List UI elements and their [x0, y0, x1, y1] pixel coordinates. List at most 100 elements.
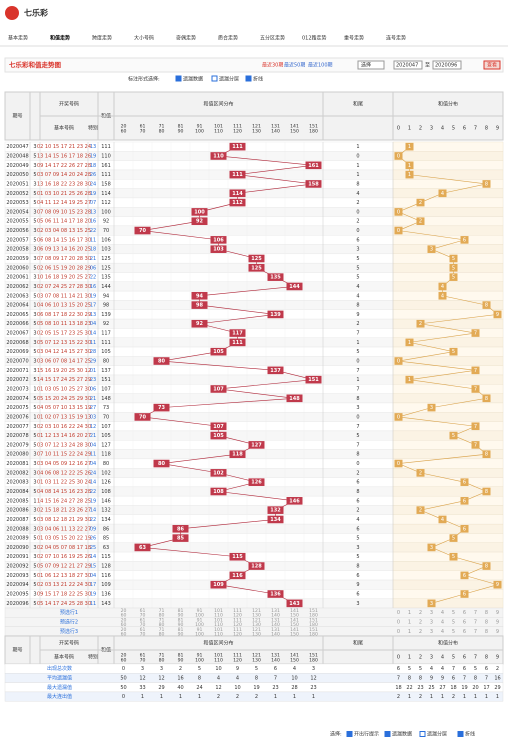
bin-option[interactable]: 60	[121, 622, 127, 628]
bin-option[interactable]: 61	[140, 627, 146, 633]
checkbox[interactable]	[346, 731, 353, 737]
bin-option[interactable]: 80	[159, 613, 165, 619]
bin-option[interactable]: 140	[271, 631, 280, 637]
bin-option[interactable]: 131	[271, 608, 280, 614]
digit-option[interactable]: 5	[452, 610, 455, 616]
bin-option[interactable]: 130	[252, 631, 261, 637]
digit-option[interactable]: 5	[452, 629, 455, 635]
checkbox[interactable]	[211, 75, 218, 82]
bin-option[interactable]: 110	[214, 622, 223, 628]
digit-option[interactable]: 1	[408, 610, 411, 616]
digit-option[interactable]: 3	[430, 629, 433, 635]
checkbox[interactable]	[245, 75, 252, 82]
bin-option[interactable]: 71	[159, 608, 165, 614]
nav-tab[interactable]: 和值走势	[49, 35, 70, 42]
digit-option[interactable]: 8	[485, 619, 488, 625]
digit-option[interactable]: 1	[408, 629, 411, 635]
bin-option[interactable]: 180	[309, 631, 318, 637]
nav-tab[interactable]: 五分区走势	[260, 35, 285, 42]
bin-option[interactable]: 90	[178, 613, 184, 619]
bin-option[interactable]: 130	[252, 613, 261, 619]
bin-option[interactable]: 70	[140, 613, 146, 619]
from-input[interactable]	[393, 60, 423, 70]
bin-option[interactable]: 141	[290, 627, 299, 633]
nav-tab[interactable]: 跨度走势	[92, 35, 112, 42]
bin-option[interactable]: 101	[214, 627, 223, 633]
bin-option[interactable]: 120	[233, 613, 242, 619]
nav-tab[interactable]: 连号走势	[386, 35, 406, 42]
digit-option[interactable]: 6	[463, 619, 466, 625]
bin-option[interactable]: 151	[309, 608, 318, 614]
digit-option[interactable]: 9	[496, 610, 499, 616]
digit-option[interactable]: 9	[496, 629, 499, 635]
checkbox[interactable]	[457, 731, 464, 737]
digit-option[interactable]: 8	[485, 610, 488, 616]
bin-option[interactable]: 140	[271, 613, 280, 619]
bin-option[interactable]: 110	[214, 631, 223, 637]
bin-option[interactable]: 91	[197, 627, 203, 633]
bin-option[interactable]: 121	[252, 617, 261, 623]
bin-option[interactable]: 131	[271, 627, 280, 633]
bin-option[interactable]: 121	[252, 627, 261, 633]
view-button[interactable]	[483, 60, 501, 70]
bin-option[interactable]: 101	[214, 617, 223, 623]
bin-option[interactable]: 81	[178, 608, 184, 614]
bin-option[interactable]: 100	[195, 631, 204, 637]
bin-option[interactable]: 151	[309, 627, 318, 633]
digit-option[interactable]: 7	[474, 629, 477, 635]
digit-option[interactable]: 3	[430, 619, 433, 625]
digit-option[interactable]: 5	[452, 619, 455, 625]
digit-option[interactable]: 8	[485, 629, 488, 635]
bin-option[interactable]: 70	[140, 622, 146, 628]
digit-option[interactable]: 6	[463, 629, 466, 635]
bin-option[interactable]: 90	[178, 631, 184, 637]
digit-option[interactable]: 1	[408, 619, 411, 625]
digit-option[interactable]: 0	[397, 610, 400, 616]
nav-tab[interactable]: 质合走势	[218, 35, 238, 42]
digit-option[interactable]: 2	[419, 629, 422, 635]
bin-option[interactable]: 140	[271, 622, 280, 628]
bin-option[interactable]: 81	[178, 617, 184, 623]
recent-link[interactable]: 最近100期	[308, 62, 333, 69]
digit-option[interactable]: 4	[441, 619, 444, 625]
digit-option[interactable]: 9	[496, 619, 499, 625]
bin-option[interactable]: 101	[214, 608, 223, 614]
bin-option[interactable]: 60	[121, 631, 127, 637]
nav-tab[interactable]: 012路走势	[302, 35, 327, 42]
bin-option[interactable]: 61	[140, 617, 146, 623]
digit-option[interactable]: 7	[474, 619, 477, 625]
bin-option[interactable]: 70	[140, 631, 146, 637]
bin-option[interactable]: 81	[178, 627, 184, 633]
bin-option[interactable]: 180	[309, 622, 318, 628]
nav-tab[interactable]: 奇偶走势	[176, 35, 196, 42]
digit-option[interactable]: 3	[430, 610, 433, 616]
bin-option[interactable]: 180	[309, 613, 318, 619]
recent-link[interactable]: 最近30期	[262, 62, 283, 69]
digit-option[interactable]: 0	[397, 629, 400, 635]
bin-option[interactable]: 61	[140, 608, 146, 614]
bin-option[interactable]: 90	[178, 622, 184, 628]
bin-option[interactable]: 150	[290, 631, 299, 637]
nav-tab[interactable]: 基本走势	[8, 35, 28, 42]
bin-option[interactable]: 111	[233, 627, 242, 633]
bin-option[interactable]: 71	[159, 627, 165, 633]
bin-option[interactable]: 71	[159, 617, 165, 623]
digit-option[interactable]: 0	[397, 619, 400, 625]
bin-option[interactable]: 111	[233, 608, 242, 614]
bin-option[interactable]: 120	[233, 631, 242, 637]
recent-link[interactable]: 最近50期	[284, 62, 305, 69]
bin-option[interactable]: 91	[197, 617, 203, 623]
bin-option[interactable]: 121	[252, 608, 261, 614]
bin-option[interactable]: 91	[197, 608, 203, 614]
bin-option[interactable]: 80	[159, 622, 165, 628]
bin-option[interactable]: 20	[121, 627, 127, 633]
bin-option[interactable]: 100	[195, 622, 204, 628]
bin-option[interactable]: 111	[233, 617, 242, 623]
bin-option[interactable]: 141	[290, 608, 299, 614]
to-input[interactable]	[432, 60, 462, 70]
nav-tab[interactable]: 大小号码	[134, 35, 154, 42]
nav-tab[interactable]: 重号走势	[344, 35, 364, 42]
bin-option[interactable]: 130	[252, 622, 261, 628]
digit-option[interactable]: 4	[441, 610, 444, 616]
digit-option[interactable]: 2	[419, 619, 422, 625]
